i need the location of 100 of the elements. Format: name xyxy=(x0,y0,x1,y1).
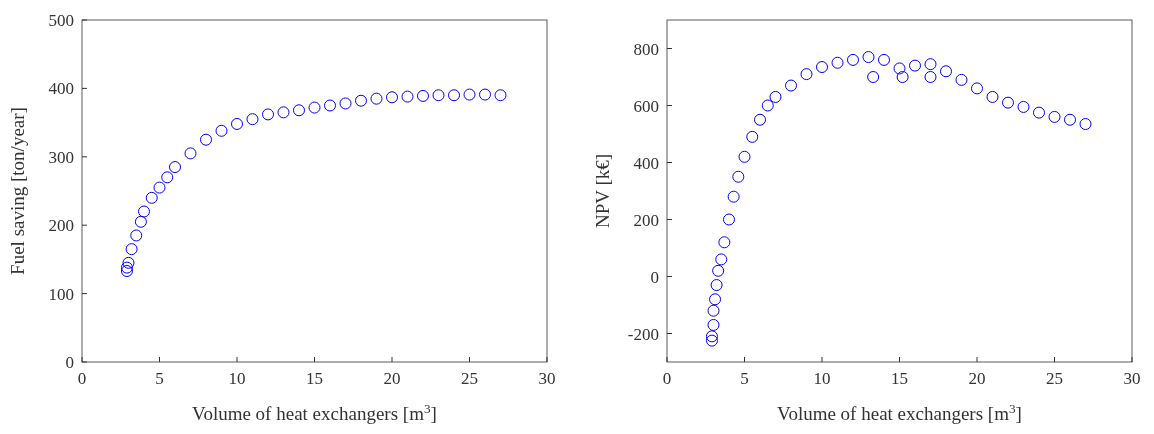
x-tick-label: 0 xyxy=(77,369,87,388)
point xyxy=(417,89,429,102)
x-tick-label: 10 xyxy=(813,369,831,388)
x-tick-label: 20 xyxy=(968,369,986,388)
point xyxy=(705,334,718,347)
point xyxy=(1002,96,1014,109)
point xyxy=(145,191,158,204)
y-tick-label: 100 xyxy=(48,284,74,304)
point xyxy=(153,181,166,194)
point xyxy=(986,90,999,103)
x-tick-label: 10 xyxy=(228,369,246,388)
x-tick-label: 30 xyxy=(538,369,556,388)
point xyxy=(1033,106,1045,119)
point xyxy=(754,113,766,126)
point xyxy=(940,65,952,78)
point xyxy=(134,215,147,228)
point xyxy=(723,213,735,226)
y-tick-label: 200 xyxy=(48,216,74,236)
x-axis-title: Volume of heat exchangers [m$^{3}$] xyxy=(777,400,1022,424)
point xyxy=(215,124,228,137)
point xyxy=(862,51,875,64)
x-tick-label: 5 xyxy=(155,369,164,388)
point xyxy=(324,99,336,112)
point xyxy=(138,205,150,218)
y-tick-label: 600 xyxy=(633,96,659,116)
point xyxy=(448,89,460,102)
point xyxy=(732,170,745,183)
point xyxy=(120,261,133,274)
point xyxy=(707,318,720,331)
point xyxy=(924,58,937,71)
point xyxy=(231,117,243,130)
y-axis-title: Fuel saving [ton/year] xyxy=(7,107,28,275)
y-tick-label: -200 xyxy=(627,324,659,344)
point xyxy=(847,53,859,66)
x-tick-label: 15 xyxy=(891,369,908,388)
x-tick-label: 0 xyxy=(662,369,672,388)
point xyxy=(718,236,731,249)
point xyxy=(494,89,507,102)
point xyxy=(479,88,491,101)
y-tick-label: 0 xyxy=(650,267,659,287)
point xyxy=(308,101,321,114)
point xyxy=(386,91,398,104)
point xyxy=(738,150,751,163)
point xyxy=(878,53,890,66)
point xyxy=(746,130,759,143)
point xyxy=(120,265,133,278)
point xyxy=(122,256,135,269)
point xyxy=(785,79,797,92)
point xyxy=(200,133,212,146)
point xyxy=(184,147,197,160)
point xyxy=(1079,118,1092,131)
point xyxy=(893,62,906,75)
point xyxy=(1048,110,1061,123)
point xyxy=(710,279,723,292)
y-tick-label: 200 xyxy=(633,210,659,230)
point xyxy=(161,171,174,184)
x-axis-title: Volume of heat exchangers [m$^{3}$] xyxy=(192,400,437,424)
point xyxy=(769,90,782,103)
x-tick-label: 20 xyxy=(383,369,401,388)
x-tick-label: 25 xyxy=(461,369,478,388)
x-tick-label: 5 xyxy=(740,369,749,388)
point xyxy=(816,61,828,74)
point xyxy=(715,253,728,266)
x-tick-label: 30 xyxy=(1123,369,1141,388)
point xyxy=(432,89,445,102)
point xyxy=(800,68,813,81)
point xyxy=(971,82,983,95)
x-tick-label: 15 xyxy=(306,369,323,388)
point xyxy=(924,71,937,83)
point xyxy=(370,92,383,105)
point xyxy=(909,59,921,72)
y-tick-label: 400 xyxy=(48,79,74,99)
point xyxy=(277,106,290,119)
point xyxy=(707,304,720,317)
y-tick-label: 500 xyxy=(48,11,74,30)
point xyxy=(712,264,725,277)
point xyxy=(463,88,476,101)
point xyxy=(130,229,143,242)
point xyxy=(955,73,968,86)
x-tick-label: 25 xyxy=(1046,369,1063,388)
point xyxy=(761,99,774,112)
point xyxy=(355,94,367,107)
point xyxy=(293,104,305,117)
point xyxy=(709,293,722,306)
y-tick-label: 800 xyxy=(633,39,659,59)
point xyxy=(339,97,352,110)
point xyxy=(831,56,844,69)
point xyxy=(705,330,718,343)
point xyxy=(896,71,909,83)
point xyxy=(262,108,274,121)
point xyxy=(125,243,138,256)
y-axis-title: NPV [k€] xyxy=(592,153,613,229)
point xyxy=(246,113,259,126)
point xyxy=(727,190,740,203)
point xyxy=(169,161,181,174)
point xyxy=(401,90,414,103)
point xyxy=(1017,100,1030,113)
point xyxy=(1064,113,1076,126)
y-tick-label: 400 xyxy=(633,153,659,173)
y-tick-label: 300 xyxy=(48,147,74,167)
